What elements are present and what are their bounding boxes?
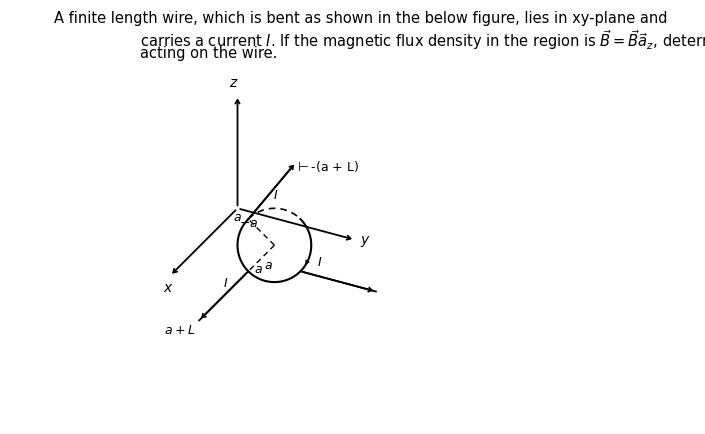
Text: $I$: $I$ (273, 189, 278, 202)
Text: carries a current $I$. If the magnetic flux density in the region is $\vec{B} = : carries a current $I$. If the magnetic f… (140, 28, 705, 52)
Text: z: z (230, 76, 237, 90)
Text: $a$: $a$ (233, 211, 242, 224)
Text: $-a$: $-a$ (238, 217, 258, 230)
Text: $a$: $a$ (264, 259, 272, 272)
Text: $\vdash$-(a + L): $\vdash$-(a + L) (295, 159, 359, 174)
Text: y: y (360, 233, 369, 247)
Text: $I$: $I$ (317, 256, 322, 269)
Text: x: x (164, 282, 172, 296)
Text: $I$: $I$ (223, 277, 228, 290)
Text: $a + L$: $a + L$ (164, 324, 195, 337)
Text: A finite length wire, which is bent as shown in the below figure, lies in xy-pla: A finite length wire, which is bent as s… (54, 11, 668, 26)
Text: acting on the wire.: acting on the wire. (140, 46, 277, 61)
Text: $a$: $a$ (254, 263, 262, 276)
